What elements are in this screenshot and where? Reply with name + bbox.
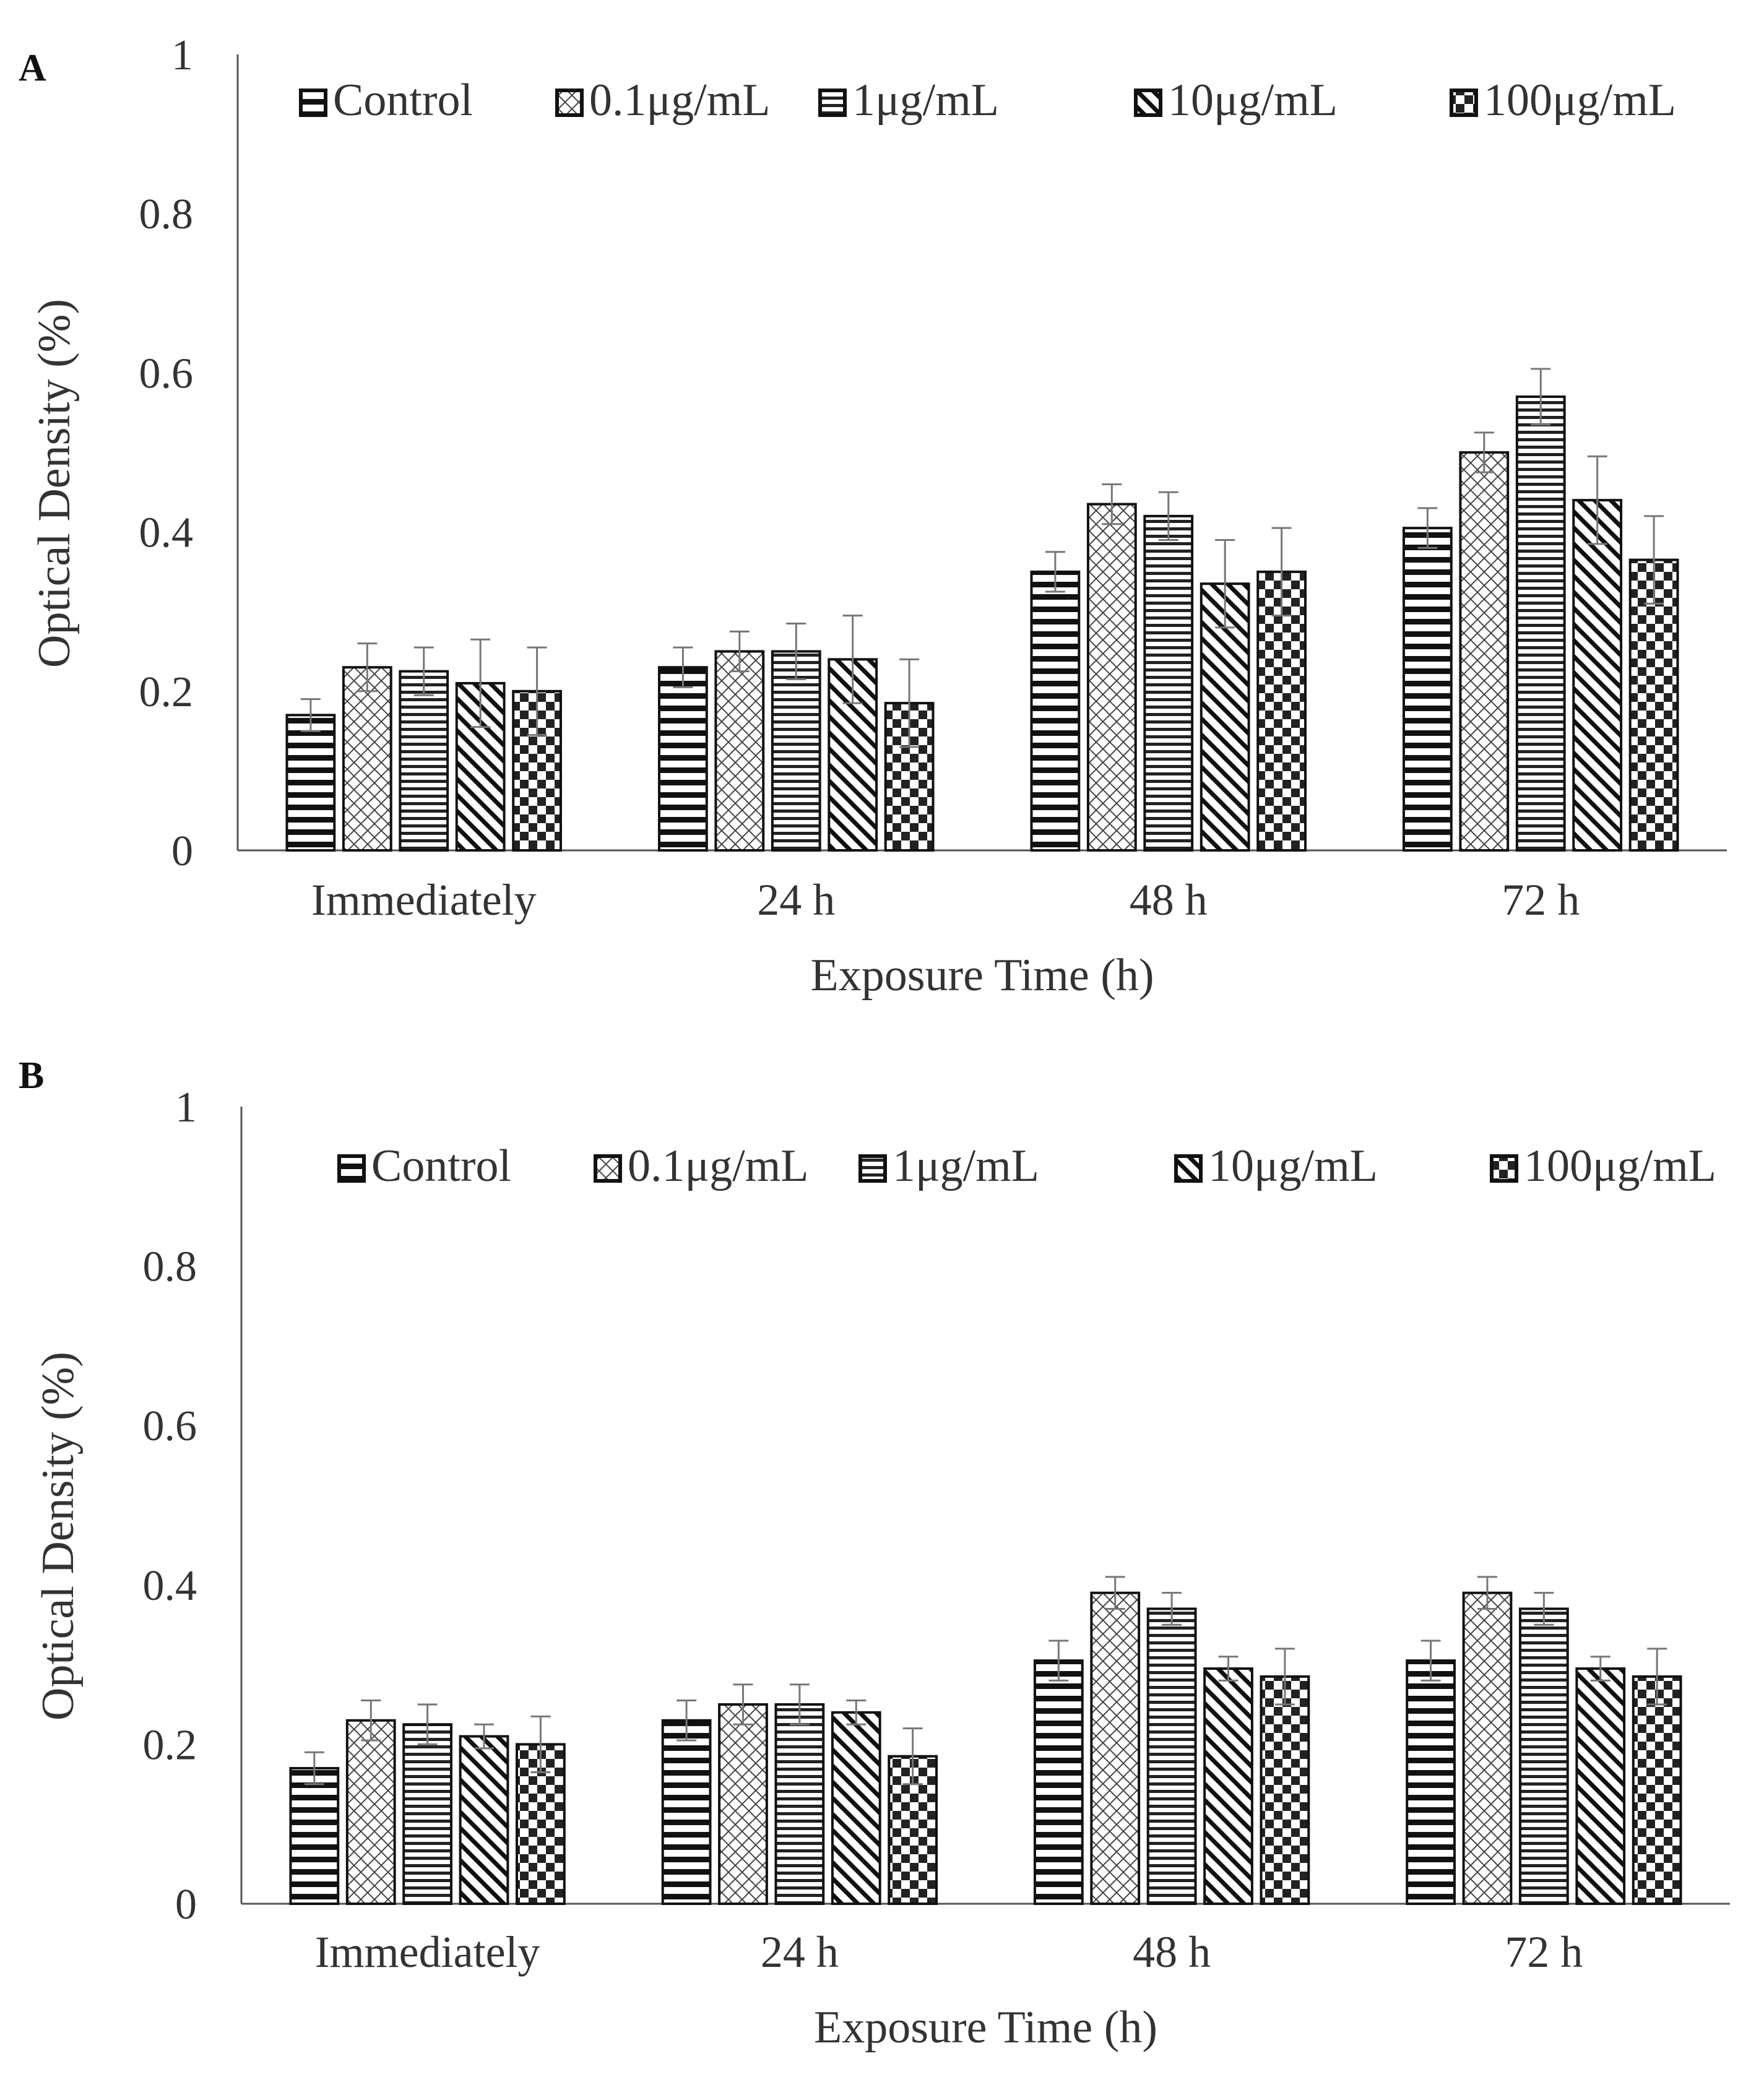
y-tick-label: 0.8 <box>139 191 194 238</box>
legend-swatch <box>337 1154 366 1183</box>
legend: Control 0.1μg/mL 1μg/mL 10μg/mL 100μg/mL <box>299 75 1676 126</box>
bar <box>1086 503 1137 852</box>
bar <box>718 1703 768 1905</box>
x-tick-label: 72 h <box>1505 1927 1583 1977</box>
bar <box>1203 1667 1253 1906</box>
bar <box>459 1735 509 1906</box>
panel-label: B <box>19 1055 44 1097</box>
bar <box>1030 570 1081 852</box>
bar <box>1256 570 1307 852</box>
bar <box>831 1711 881 1905</box>
legend-label: Control <box>333 75 473 126</box>
legend-label: 0.1μg/mL <box>589 75 771 126</box>
bar <box>1572 499 1623 852</box>
bar <box>1090 1591 1141 1905</box>
y-tick-label: 0.2 <box>139 668 194 716</box>
bar <box>342 666 392 852</box>
bar <box>1260 1675 1310 1905</box>
y-tick-label: 0 <box>175 1881 197 1929</box>
bar <box>1406 1659 1456 1905</box>
bar <box>1146 1607 1197 1905</box>
legend-label: 100μg/mL <box>1484 75 1676 126</box>
y-tick-label: 1 <box>171 32 193 79</box>
bar <box>1033 1659 1084 1905</box>
bar <box>289 1767 340 1906</box>
x-tick-label: 48 h <box>1130 875 1208 925</box>
bar <box>1459 451 1510 852</box>
bar <box>1462 1591 1513 1905</box>
x-tick-label: 48 h <box>1133 1927 1211 1977</box>
legend-swatch <box>555 89 584 117</box>
y-tick-label: 0.4 <box>139 509 194 557</box>
bar <box>1143 514 1194 852</box>
x-tick-label: 24 h <box>761 1927 839 1977</box>
x-axis-title: Exposure Time (h) <box>811 950 1154 1001</box>
y-axis-title: Optical Density (%) <box>29 299 80 668</box>
y-tick-label: 0.4 <box>143 1562 197 1610</box>
bar <box>1402 527 1453 852</box>
legend-label: 10μg/mL <box>1168 75 1338 126</box>
panel-b: B 0 0.2 0.4 0.6 0.8 1 Optical Density (%) Exposu… <box>19 1055 1730 2053</box>
x-axis-title: Exposure Time (h) <box>814 2002 1157 2053</box>
bar <box>345 1719 396 1905</box>
bar <box>714 650 765 852</box>
legend-label: 100μg/mL <box>1524 1141 1716 1191</box>
legend-swatch <box>1450 89 1478 117</box>
legend-swatch <box>858 1154 887 1183</box>
bar <box>771 650 821 852</box>
bar <box>402 1723 453 1905</box>
bar <box>399 670 449 852</box>
legend-swatch <box>1174 1154 1203 1183</box>
y-tick-label: 0.6 <box>143 1402 197 1450</box>
legend-label: 1μg/mL <box>852 75 999 126</box>
panel-a: A 0 0.2 0.4 0.6 0.8 1 Optical Density (%) Exposu… <box>19 32 1727 1001</box>
bar <box>1575 1667 1626 1906</box>
bar <box>1632 1675 1682 1905</box>
legend-label: Control <box>371 1141 511 1191</box>
legend-label: 1μg/mL <box>893 1141 1039 1191</box>
bar <box>1515 395 1566 852</box>
legend: Control 0.1μg/mL 1μg/mL 10μg/mL 100μg/mL <box>337 1141 1716 1191</box>
x-tick-label: Immediately <box>311 875 537 925</box>
bar <box>661 1719 712 1905</box>
panel-label: A <box>19 47 46 89</box>
legend-swatch <box>594 1154 622 1183</box>
legend-swatch <box>1490 1154 1518 1183</box>
legend-swatch <box>299 89 327 117</box>
y-axis-title: Optical Density (%) <box>33 1352 84 1721</box>
y-tick-label: 0 <box>171 827 193 875</box>
y-tick-label: 0.6 <box>139 350 194 397</box>
bar <box>828 658 878 852</box>
legend-swatch <box>1134 89 1162 117</box>
legend-swatch <box>818 89 847 117</box>
y-tick-label: 0.8 <box>143 1243 197 1291</box>
legend-label: 10μg/mL <box>1208 1141 1378 1191</box>
bar <box>285 714 336 852</box>
y-tick-label: 0.2 <box>143 1721 197 1769</box>
x-tick-label: 72 h <box>1502 875 1580 925</box>
x-tick-label: 24 h <box>757 875 835 925</box>
x-tick-label: Immediately <box>315 1927 540 1977</box>
bar <box>774 1703 825 1905</box>
bar <box>1518 1607 1569 1905</box>
bar <box>657 666 708 852</box>
y-tick-label: 1 <box>175 1084 197 1131</box>
legend-label: 0.1μg/mL <box>628 1141 809 1191</box>
